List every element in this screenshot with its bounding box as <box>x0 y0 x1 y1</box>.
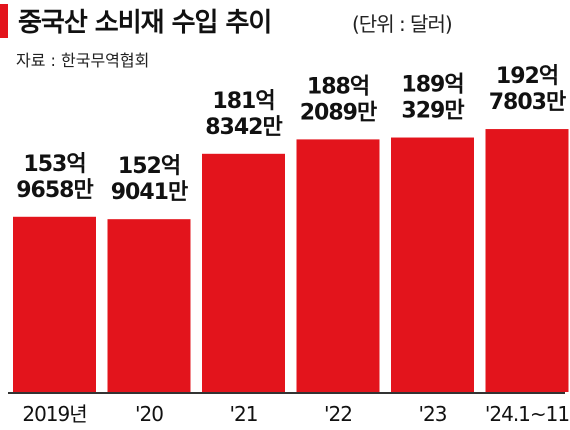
x-tick-label-1: '20 <box>135 402 163 426</box>
value-label-0-1: 9658만 <box>16 178 93 203</box>
value-label-3-0: 188억 <box>307 74 369 99</box>
title-accent-bar <box>0 4 8 38</box>
bar-3 <box>296 139 380 392</box>
value-label-4-0: 189억 <box>401 73 463 98</box>
value-label-3-1: 2089만 <box>300 100 377 125</box>
bar-1 <box>107 219 191 392</box>
value-label-2-1: 8342만 <box>205 115 282 140</box>
bar-0 <box>13 216 96 392</box>
x-tick-label-2: '21 <box>230 402 258 426</box>
value-label-5-0: 192억 <box>496 64 558 89</box>
bar-2 <box>202 153 285 392</box>
x-tick-label-3: '22 <box>324 402 352 426</box>
source-label: 자료 : 한국무역협회 <box>16 51 150 70</box>
unit-label: (단위 : 달러) <box>352 12 453 36</box>
value-label-0-0: 153억 <box>23 152 85 177</box>
x-tick-label-5: '24.1~11 <box>485 402 569 426</box>
value-label-2-0: 181억 <box>212 89 274 114</box>
value-label-5-1: 7803만 <box>489 90 566 115</box>
value-label-1-0: 152억 <box>118 154 180 179</box>
value-label-1-1: 9041만 <box>111 180 188 205</box>
chart-title: 중국산 소비재 수입 추이 <box>18 8 272 38</box>
x-tick-label-0: 2019년 <box>22 402 86 426</box>
bar-4 <box>391 137 474 392</box>
value-label-4-1: 329만 <box>401 99 464 124</box>
bar-5 <box>485 129 569 392</box>
x-tick-label-4: '23 <box>419 402 447 426</box>
